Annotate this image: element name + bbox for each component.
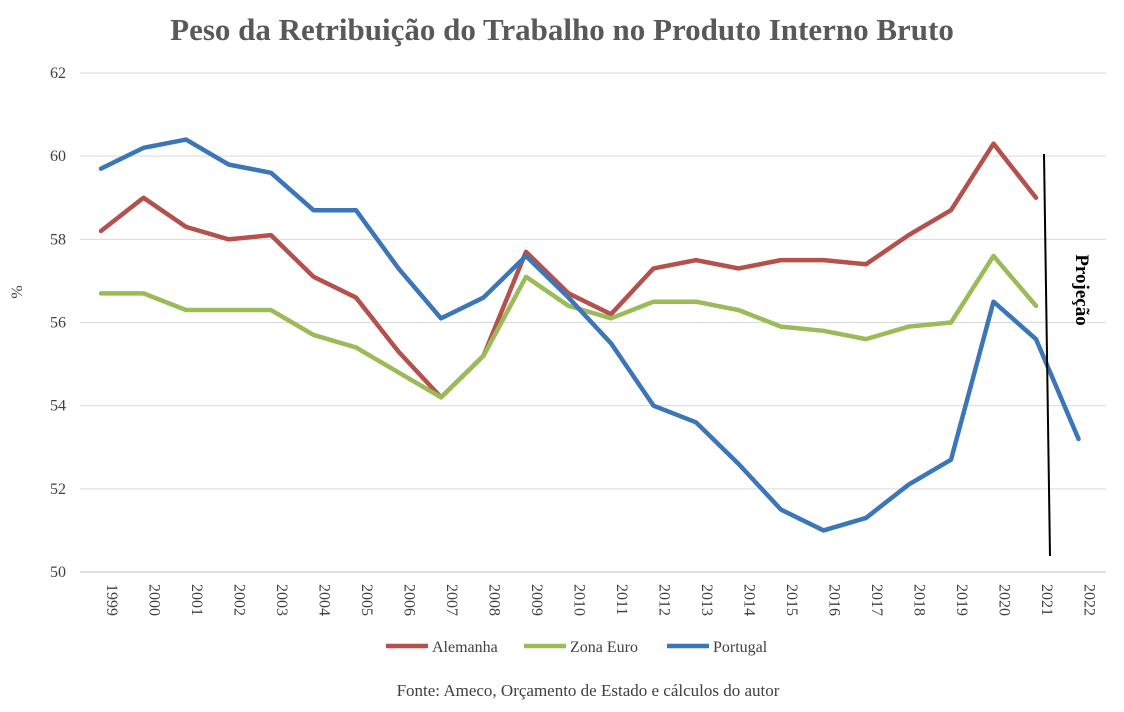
x-tick-label: 2003 bbox=[273, 584, 290, 616]
x-tick-label: 2004 bbox=[316, 584, 333, 616]
x-tick-label: 2001 bbox=[188, 584, 205, 616]
legend-label: Portugal bbox=[713, 639, 768, 656]
projection-divider-line bbox=[1043, 153, 1051, 557]
series-line-portugal bbox=[98, 137, 1081, 533]
legend-label: Zona Euro bbox=[570, 639, 638, 656]
x-tick-label: 2000 bbox=[146, 584, 163, 616]
x-tick-label: 2020 bbox=[996, 584, 1013, 616]
series-line-zona-euro bbox=[98, 253, 1039, 400]
x-tick-label: 2010 bbox=[571, 584, 588, 616]
y-axis-label: % bbox=[9, 285, 26, 298]
x-tick-label: 1999 bbox=[103, 584, 120, 616]
chart-title: Peso da Retribuição do Trabalho no Produ… bbox=[170, 12, 954, 47]
x-tick-label: 2014 bbox=[741, 584, 758, 616]
y-tick-label: 56 bbox=[50, 315, 66, 332]
y-axis-ticks: 50 52 54 56 58 60 62 bbox=[50, 65, 66, 581]
source-note: Fonte: Ameco, Orçamento de Estado e cálc… bbox=[397, 681, 780, 700]
x-tick-label: 2017 bbox=[868, 584, 885, 616]
x-axis-ticks: 1999 2000 2001 2002 2003 2004 2005 2006 2007 2008… bbox=[103, 584, 1098, 616]
series-lines bbox=[98, 137, 1081, 533]
x-tick-label: 2021 bbox=[1038, 584, 1055, 616]
x-tick-label: 2007 bbox=[443, 584, 460, 616]
y-tick-label: 62 bbox=[50, 65, 66, 82]
x-tick-label: 2005 bbox=[358, 584, 375, 616]
x-tick-label: 2019 bbox=[953, 584, 970, 616]
series-line-alemanha bbox=[98, 141, 1039, 400]
x-tick-label: 2015 bbox=[783, 584, 800, 616]
y-tick-label: 60 bbox=[50, 148, 66, 165]
y-tick-label: 50 bbox=[50, 564, 66, 581]
x-tick-label: 2016 bbox=[826, 584, 843, 616]
projection-annotation: Projeção bbox=[1071, 254, 1092, 325]
x-tick-label: 2009 bbox=[528, 584, 545, 616]
y-tick-label: 58 bbox=[50, 231, 66, 248]
legend: Alemanha Zona Euro Portugal bbox=[386, 639, 768, 656]
x-tick-label: 2002 bbox=[231, 584, 248, 616]
x-tick-label: 2018 bbox=[911, 584, 928, 616]
y-tick-label: 54 bbox=[50, 398, 66, 415]
legend-label: Alemanha bbox=[432, 639, 498, 656]
x-tick-label: 2012 bbox=[656, 584, 673, 616]
x-tick-label: 2008 bbox=[486, 584, 503, 616]
x-tick-label: 2011 bbox=[613, 584, 630, 615]
x-tick-label: 2013 bbox=[698, 584, 715, 616]
x-tick-label: 2022 bbox=[1081, 584, 1098, 616]
x-tick-label: 2006 bbox=[401, 584, 418, 616]
y-tick-label: 52 bbox=[50, 481, 66, 498]
